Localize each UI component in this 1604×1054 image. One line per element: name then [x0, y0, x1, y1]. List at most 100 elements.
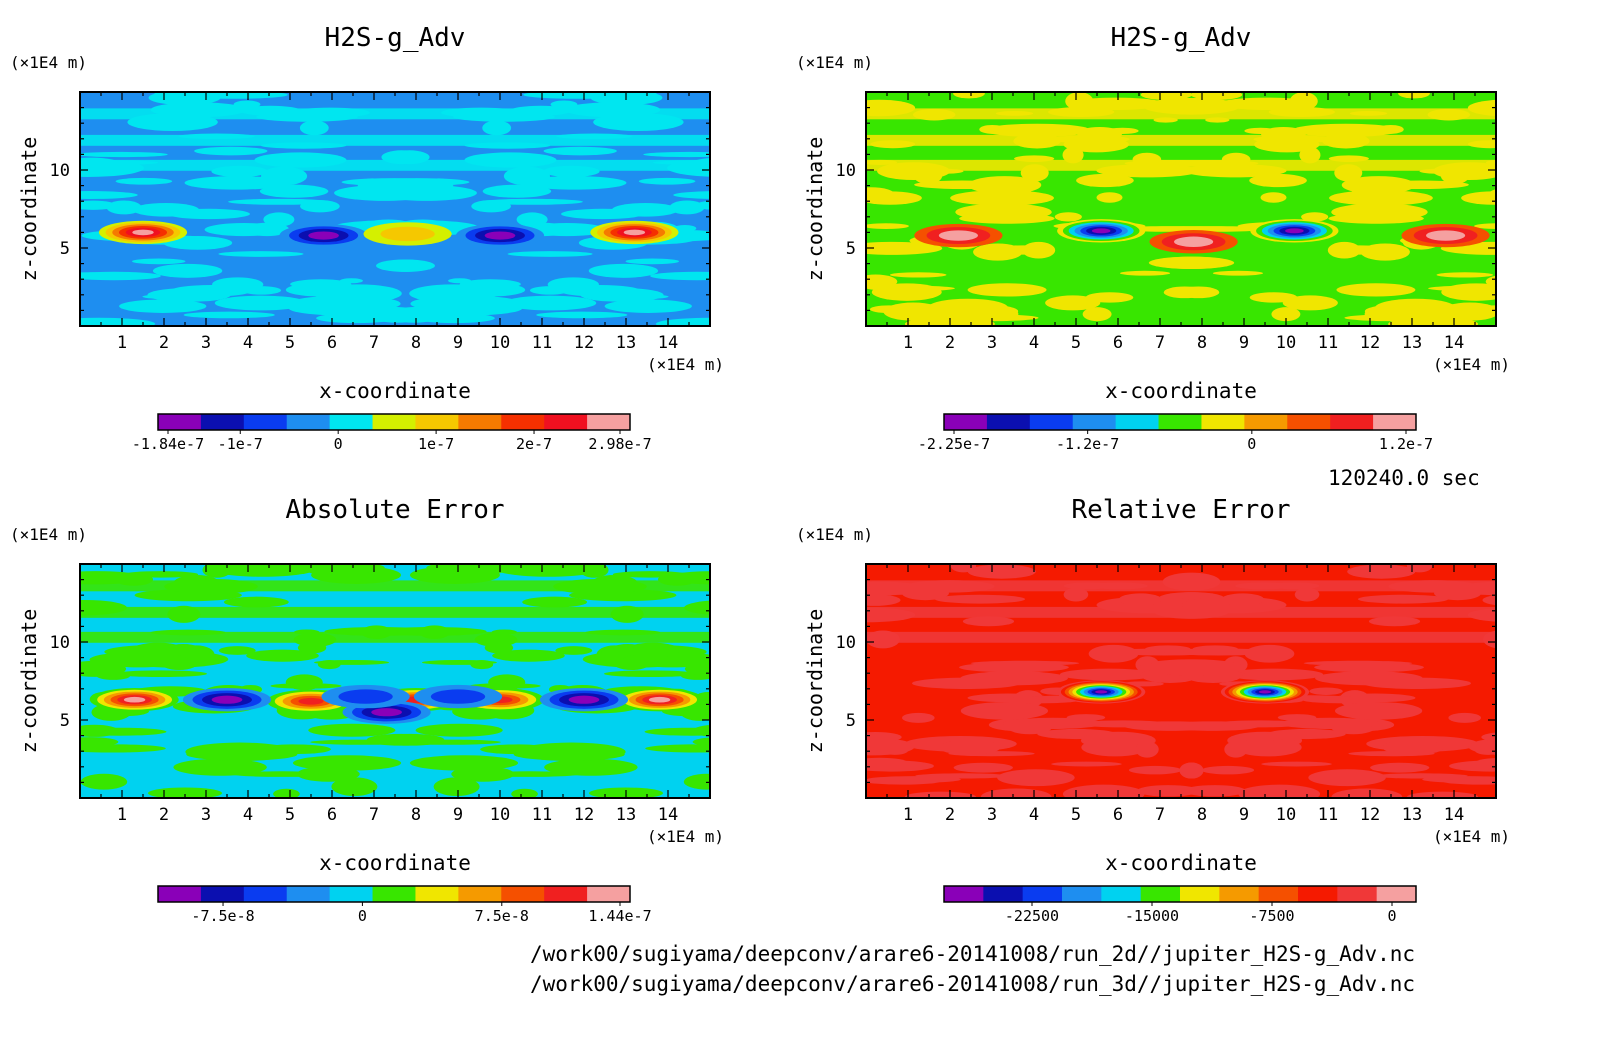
texture-region	[991, 245, 1055, 255]
x-tick-label: 12	[1360, 805, 1380, 825]
colorbar-2: -2.25e-7 -1.2e-7 0 1.2e-7	[918, 413, 1433, 453]
texture-region	[1436, 272, 1494, 278]
texture-region	[866, 223, 909, 229]
feature-contour	[1091, 228, 1111, 234]
colorbar-swatch	[1072, 414, 1117, 430]
texture-region	[1221, 593, 1265, 606]
x-tick-label: 10	[1276, 805, 1296, 825]
x-tick-label: 2	[945, 333, 955, 353]
colorbar-swatch	[200, 886, 245, 902]
texture-region	[80, 773, 128, 790]
texture-region	[1096, 192, 1123, 203]
colorbar-label: -1e-7	[218, 435, 263, 453]
texture-region	[1474, 305, 1496, 314]
texture-region	[1407, 791, 1479, 798]
x-tick-label: 14	[1444, 805, 1464, 825]
colorbar-swatch	[1101, 886, 1142, 902]
y-unit-label: (×1E4 m)	[10, 53, 87, 72]
texture-region	[1481, 732, 1496, 742]
colorbar-1: -1.84e-7 -1e-7 0 1e-7 2e-7 2.98e-7	[132, 413, 652, 453]
texture-region	[264, 744, 320, 752]
texture-region	[516, 212, 548, 227]
texture-region	[1148, 256, 1233, 269]
texture-region	[1377, 124, 1404, 134]
texture-region	[214, 295, 308, 311]
x-tick-label: 5	[285, 333, 295, 353]
colorbar-label: 7.5e-8	[475, 907, 529, 925]
texture-region	[421, 659, 497, 665]
colorbar-swatch	[1140, 886, 1181, 902]
colorbar-label: 0	[358, 907, 367, 925]
texture-region	[866, 776, 961, 783]
colorbar-swatch	[200, 414, 245, 430]
feature-contour	[308, 231, 339, 240]
x-tick-label: 13	[1402, 333, 1422, 353]
x-axis-label: x-coordinate	[1105, 851, 1257, 875]
colorbar-label: -1.84e-7	[132, 435, 204, 453]
texture-region	[1357, 594, 1449, 604]
texture-region	[80, 727, 167, 736]
texture-region	[1244, 644, 1295, 663]
x-tick-label: 1	[903, 333, 913, 353]
x-tick-label: 9	[1239, 333, 1249, 353]
texture-region	[1120, 270, 1171, 276]
texture-region	[580, 288, 664, 302]
texture-region	[246, 649, 319, 662]
texture-region	[376, 185, 477, 201]
texture-region	[204, 223, 284, 237]
texture-region	[1261, 761, 1332, 767]
texture-region	[914, 180, 1011, 190]
y-tick-label: 10	[50, 633, 70, 653]
colorbar-4: -22500 -15000 -7500 0	[943, 885, 1417, 925]
texture-region	[132, 258, 186, 265]
texture-region	[1328, 245, 1392, 255]
panel-title: Relative Error	[1071, 495, 1290, 525]
texture-region	[1448, 712, 1481, 723]
colorbar-swatch	[1287, 414, 1331, 430]
colorbar-swatch	[158, 414, 202, 430]
colorbar-swatch	[329, 414, 374, 430]
texture-region	[1183, 785, 1246, 797]
colorbar-swatch	[1330, 414, 1374, 430]
texture-band	[866, 108, 1496, 120]
texture-region	[555, 646, 593, 655]
texture-region	[152, 263, 223, 278]
texture-region	[1488, 189, 1496, 201]
texture-region	[866, 757, 907, 767]
texture-region	[994, 696, 1081, 704]
texture-region	[480, 198, 583, 205]
x-tick-label: 6	[1113, 805, 1123, 825]
texture-region	[80, 272, 141, 280]
contour-field	[866, 92, 1496, 326]
texture-region	[544, 758, 638, 776]
texture-region	[218, 251, 304, 257]
texture-region	[1362, 677, 1471, 689]
texture-region	[233, 100, 261, 109]
x-tick-label: 13	[616, 333, 636, 353]
texture-region	[962, 616, 1015, 627]
texture-region	[469, 683, 541, 689]
texture-region	[1372, 180, 1469, 190]
texture-region	[398, 306, 445, 318]
texture-region	[1422, 776, 1496, 783]
texture-region	[550, 100, 578, 109]
x-tick-label: 9	[1239, 805, 1249, 825]
colorbar-frame	[157, 413, 631, 431]
texture-region	[950, 190, 1054, 206]
texture-region	[503, 166, 551, 186]
texture-region	[1334, 702, 1423, 720]
y-tick-label: 10	[50, 161, 70, 181]
colorbar-label: 1e-7	[418, 435, 454, 453]
texture-region	[967, 283, 1047, 297]
texture-region	[912, 677, 1021, 689]
x-tick-label: 5	[1071, 805, 1081, 825]
texture-region	[1244, 127, 1277, 135]
texture-band	[80, 108, 710, 120]
panel-title: H2S-g_Adv	[325, 23, 466, 53]
texture-region	[482, 184, 552, 198]
texture-region	[228, 198, 331, 205]
y-axis-label: z-coordinate	[17, 609, 41, 754]
texture-region	[959, 662, 1069, 673]
texture-region	[1368, 616, 1421, 627]
texture-region	[1279, 717, 1381, 729]
